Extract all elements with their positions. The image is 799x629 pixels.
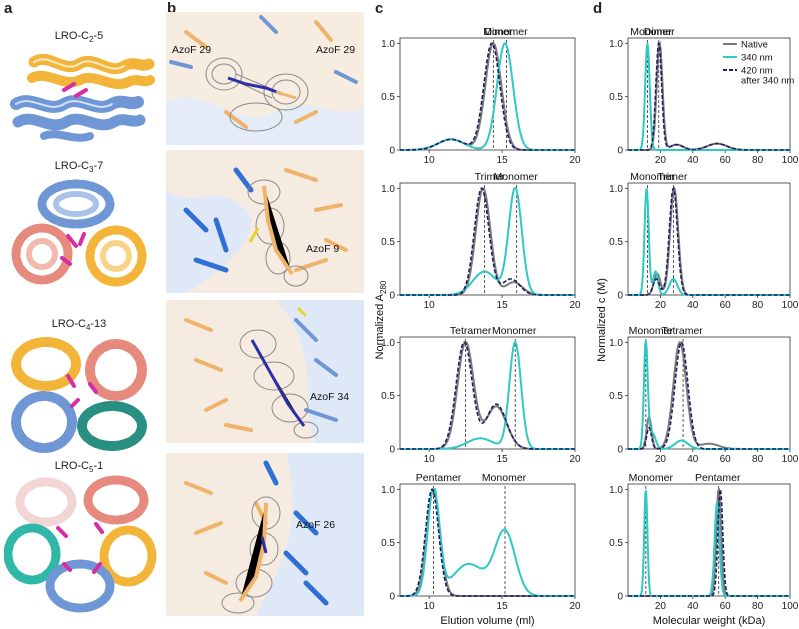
structure-label-c4: LRO-C4-13 xyxy=(51,318,107,333)
y-tick-label: 1.0 xyxy=(381,338,395,349)
y-tick-label: 0 xyxy=(389,291,395,302)
density-map-2-drawing xyxy=(166,150,364,293)
y-tick-label: 0.5 xyxy=(381,538,395,549)
chart-frame xyxy=(399,37,576,151)
y-tick-label: 0 xyxy=(389,445,395,456)
density-map-2: AzoF 9 xyxy=(166,150,364,293)
annotation-label: Tetramer xyxy=(450,325,492,337)
series-line-340-nm xyxy=(400,341,575,450)
azof-label-1a: AzoF 29 xyxy=(172,44,212,56)
density-map-3: AzoF 34 xyxy=(166,300,364,443)
x-tick-label: 20 xyxy=(569,300,581,311)
y-tick-label: 0.5 xyxy=(381,391,395,402)
series-line-native xyxy=(400,187,575,296)
x-axis-label: Elution volume (ml) xyxy=(440,615,534,627)
azof-label-2: AzoF 9 xyxy=(306,243,340,255)
annotation-label: Trimer xyxy=(475,171,505,183)
chart-frame xyxy=(399,336,576,450)
panel-letter-d: d xyxy=(593,0,603,17)
y-tick-label: 1.0 xyxy=(381,184,395,195)
annotation-label: Monomer xyxy=(483,26,528,38)
y-tick-label: 1.0 xyxy=(381,485,395,496)
x-tick-label: 15 xyxy=(497,601,509,612)
protein-structure-c2 xyxy=(10,54,155,142)
annotation-label: Pentamer xyxy=(416,472,462,484)
annotation-label: Dimer xyxy=(484,26,513,38)
x-tick-label: 15 xyxy=(497,300,509,311)
azof-label-3: AzoF 34 xyxy=(310,391,350,403)
series-line-420-nm-after-340-nm xyxy=(400,187,575,296)
series-line-420-nm-after-340-nm xyxy=(400,42,575,151)
density-map-4-drawing xyxy=(166,453,364,616)
structure-label-c5: LRO-C5-1 xyxy=(54,460,104,475)
y-tick-label: 0 xyxy=(389,146,395,157)
annotation-label: Monomer xyxy=(492,325,537,337)
x-tick-label: 20 xyxy=(569,454,581,465)
x-tick-label: 20 xyxy=(569,601,581,612)
series-line-340-nm xyxy=(400,42,575,151)
chart-c-4: 0 0.5 1.0 10 15 20 Pentamer Monomer Elution volu… xyxy=(381,472,581,627)
x-tick-label: 10 xyxy=(424,300,436,311)
protein-structure-c3 xyxy=(11,179,147,287)
density-map-1: AzoF 29 AzoF 29 xyxy=(166,12,364,145)
panel-letter-a: a xyxy=(4,0,13,17)
panel-letter-b: b xyxy=(167,0,177,17)
x-tick-label: 10 xyxy=(424,601,436,612)
c-y-axis-label: Normalized A280 xyxy=(374,280,388,359)
panel-letter-c: c xyxy=(375,0,384,17)
annotation-label: Monomer xyxy=(482,472,527,484)
series-line-340-nm xyxy=(400,488,575,597)
annotation-label: Monomer xyxy=(493,171,538,183)
chart-c-3: 0 0.5 1.0 10 15 20 Tetramer Monomer xyxy=(381,325,581,465)
series-line-420-nm-after-340-nm xyxy=(400,341,575,450)
y-tick-label: 1.0 xyxy=(381,39,395,50)
series-line-420-nm-after-340-nm xyxy=(400,488,575,597)
density-map-3-drawing xyxy=(166,300,364,443)
x-tick-label: 15 xyxy=(497,155,509,166)
structure-label-c2: LRO-C2-5 xyxy=(54,30,104,45)
azof-label-4: AzoF 26 xyxy=(296,519,336,531)
density-map-1-drawing xyxy=(166,12,364,145)
x-tick-label: 10 xyxy=(424,155,436,166)
chart-frame xyxy=(399,182,576,296)
series-line-native xyxy=(400,341,575,450)
x-tick-label: 15 xyxy=(497,454,509,465)
azof-label-1b: AzoF 29 xyxy=(316,44,356,56)
structure-label-c3: LRO-C3-7 xyxy=(54,160,104,175)
y-tick-label: 0.5 xyxy=(381,92,395,103)
series-line-native xyxy=(400,42,575,151)
protein-structure-c4 xyxy=(11,337,147,453)
x-tick-label: 10 xyxy=(424,454,436,465)
y-tick-label: 0.5 xyxy=(381,237,395,248)
density-map-4: AzoF 26 xyxy=(166,453,364,616)
y-tick-label: 0 xyxy=(389,592,395,603)
x-tick-label: 20 xyxy=(569,155,581,166)
protein-structure-c5 xyxy=(4,475,157,613)
